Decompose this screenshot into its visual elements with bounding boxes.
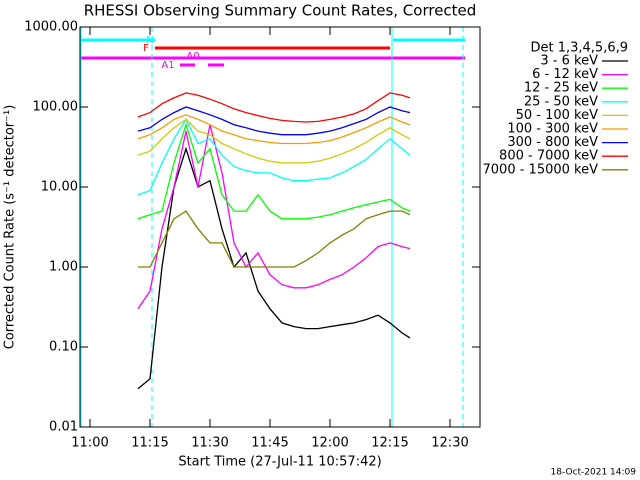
series-line xyxy=(137,118,411,164)
annotation: N xyxy=(146,35,153,46)
x-tick-label: 11:45 xyxy=(251,436,288,451)
series-line xyxy=(137,114,411,145)
series-line xyxy=(137,124,411,310)
x-axis-label: Start Time (27-Jul-11 10:57:42) xyxy=(178,455,381,470)
legend-label: 50 - 100 keV xyxy=(516,108,599,123)
footer-date: 18-Oct-2021 14:09 xyxy=(551,468,637,478)
legend-label: 12 - 25 keV xyxy=(524,81,598,96)
legend-title: Det 1,3,4,5,6,9 xyxy=(530,41,628,56)
y-tick-label: 0.01 xyxy=(49,420,78,435)
annotation: A1 xyxy=(161,60,174,71)
y-tick-label: 1000.00 xyxy=(24,20,78,35)
x-tick-label: 11:15 xyxy=(131,436,168,451)
legend-label: 25 - 50 keV xyxy=(524,94,598,109)
series-line xyxy=(137,118,411,196)
legend-label: 3 - 6 keV xyxy=(540,54,598,69)
y-tick-label: 0.10 xyxy=(49,340,78,355)
y-tick-label: 10.00 xyxy=(41,180,78,195)
chart-title: RHESSI Observing Summary Count Rates, Co… xyxy=(84,2,477,20)
legend-label: 7000 - 15000 keV xyxy=(483,162,599,177)
series-line xyxy=(137,92,411,123)
x-tick-label: 11:30 xyxy=(191,436,228,451)
x-tick-label: 12:30 xyxy=(431,436,468,451)
annotation: F xyxy=(143,43,149,54)
series-line xyxy=(137,146,411,390)
legend-label: 300 - 800 keV xyxy=(507,135,598,150)
x-tick-label: 11:00 xyxy=(71,436,108,451)
legend-label: 6 - 12 keV xyxy=(532,67,598,82)
plot-frame xyxy=(79,26,481,428)
series-line xyxy=(138,210,411,268)
y-axis-label: Corrected Count Rate (s⁻¹ detector⁻¹) xyxy=(3,105,18,350)
y-tick-label: 1.00 xyxy=(49,260,78,275)
x-tick-label: 12:00 xyxy=(311,436,348,451)
series-line xyxy=(137,106,411,136)
y-tick-label: 100.00 xyxy=(33,100,79,115)
series-line xyxy=(137,122,411,220)
annotation: A0 xyxy=(186,51,199,62)
legend-label: 100 - 300 keV xyxy=(507,122,598,137)
legend-label: 800 - 7000 keV xyxy=(499,149,598,164)
x-tick-label: 12:15 xyxy=(371,436,408,451)
